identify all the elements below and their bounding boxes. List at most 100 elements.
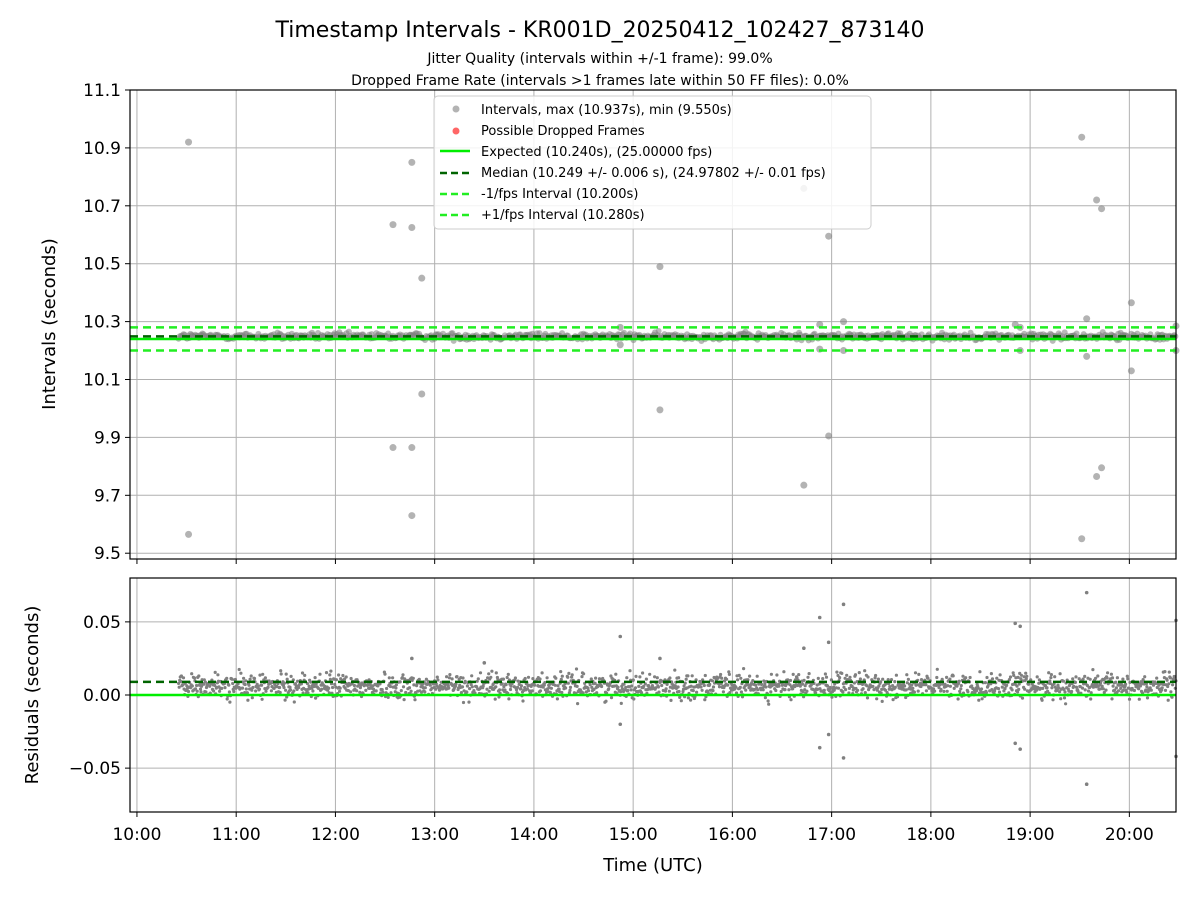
residual-point: [979, 687, 984, 691]
residual-point: [782, 670, 786, 674]
residual-point: [893, 680, 897, 684]
residual-point: [575, 684, 579, 689]
residual-point: [459, 691, 463, 695]
residual-point: [679, 699, 683, 703]
residual-point: [669, 698, 673, 703]
residual-point: [338, 686, 342, 690]
residual-point: [665, 682, 669, 687]
residual-point: [297, 685, 301, 690]
residual-point: [689, 684, 693, 688]
residual-point: [616, 685, 620, 689]
residual-point: [202, 682, 206, 686]
residual-point: [387, 676, 391, 680]
residual-point: [711, 685, 716, 689]
residual-point: [481, 684, 485, 688]
legend-marker-dropped: [452, 127, 460, 135]
chart-title: Timestamp Intervals - KR001D_20250412_10…: [274, 18, 924, 43]
residual-point: [567, 671, 571, 676]
residual-point: [413, 698, 417, 702]
interval-outlier-point: [616, 341, 624, 349]
residual-point: [1100, 684, 1104, 688]
interval-outlier-point: [1078, 133, 1086, 141]
residual-point: [1019, 677, 1023, 681]
residual-point: [496, 678, 500, 682]
x-tick-label: 13:00: [410, 825, 459, 845]
residual-point: [748, 674, 752, 678]
residual-point: [249, 674, 253, 678]
residual-point: [278, 690, 282, 695]
residual-point: [648, 672, 652, 676]
residual-point: [509, 684, 513, 688]
residual-point: [744, 688, 748, 692]
residual-point: [1024, 677, 1028, 681]
residual-point: [1025, 674, 1029, 678]
residual-point: [676, 685, 680, 689]
residual-outlier-point: [802, 646, 806, 650]
residual-point: [624, 685, 628, 690]
residual-point: [948, 684, 953, 688]
residual-outlier-point: [410, 656, 414, 661]
residual-outlier-point: [841, 602, 846, 607]
residual-point: [523, 676, 527, 681]
residual-point: [1058, 690, 1062, 694]
residual-point: [475, 679, 479, 683]
residual-point: [691, 689, 695, 693]
residual-point: [863, 669, 867, 673]
residual-point: [654, 686, 658, 690]
residual-point: [213, 670, 217, 675]
residual-point: [559, 677, 563, 682]
residual-point: [695, 690, 699, 694]
residual-point: [1155, 676, 1159, 680]
residual-point: [1063, 690, 1067, 694]
residual-point: [1109, 672, 1113, 676]
residual-point: [924, 683, 928, 687]
residual-point: [888, 685, 892, 689]
residual-point: [1143, 675, 1147, 679]
residual-point: [227, 683, 231, 687]
residual-point: [1024, 671, 1028, 675]
residual-point: [1012, 673, 1016, 678]
residual-point: [476, 677, 480, 681]
residual-outlier-point: [1084, 590, 1089, 595]
residual-point: [1050, 686, 1054, 690]
residual-point: [997, 690, 1002, 694]
residual-point: [225, 676, 229, 681]
residual-point: [590, 685, 594, 690]
residual-point: [904, 695, 908, 700]
residual-point: [1137, 687, 1141, 691]
residual-point: [378, 682, 382, 686]
residual-point: [1163, 670, 1167, 674]
residual-point: [1119, 686, 1123, 691]
residual-point: [642, 684, 646, 688]
residual-point: [212, 689, 216, 693]
residual-point: [454, 682, 458, 686]
residual-point: [755, 674, 759, 678]
x-axis-label: Time (UTC): [602, 855, 703, 876]
residual-point: [959, 687, 963, 691]
residual-point: [312, 684, 316, 689]
residual-point: [381, 690, 385, 694]
residual-point: [891, 684, 895, 688]
residuals-y-axis-label: Residuals (seconds): [22, 606, 43, 785]
residual-point: [264, 689, 268, 693]
residual-point: [903, 684, 907, 688]
residual-point: [865, 696, 870, 700]
residual-point: [411, 676, 415, 680]
residual-point: [910, 683, 914, 687]
residual-point: [673, 684, 677, 688]
residual-point: [244, 679, 248, 683]
residual-point: [845, 673, 849, 677]
residual-point: [204, 690, 208, 694]
residual-point: [248, 677, 252, 681]
residual-point: [998, 673, 1002, 677]
residual-point: [710, 679, 715, 683]
interval-outlier-point: [1083, 352, 1091, 360]
residual-point: [964, 676, 968, 680]
residual-point: [699, 685, 703, 689]
residual-point: [542, 683, 546, 687]
residual-point: [402, 698, 406, 702]
residual-point: [893, 685, 897, 690]
residual-point: [823, 672, 828, 676]
residual-point: [238, 686, 242, 690]
residual-point: [252, 676, 257, 681]
